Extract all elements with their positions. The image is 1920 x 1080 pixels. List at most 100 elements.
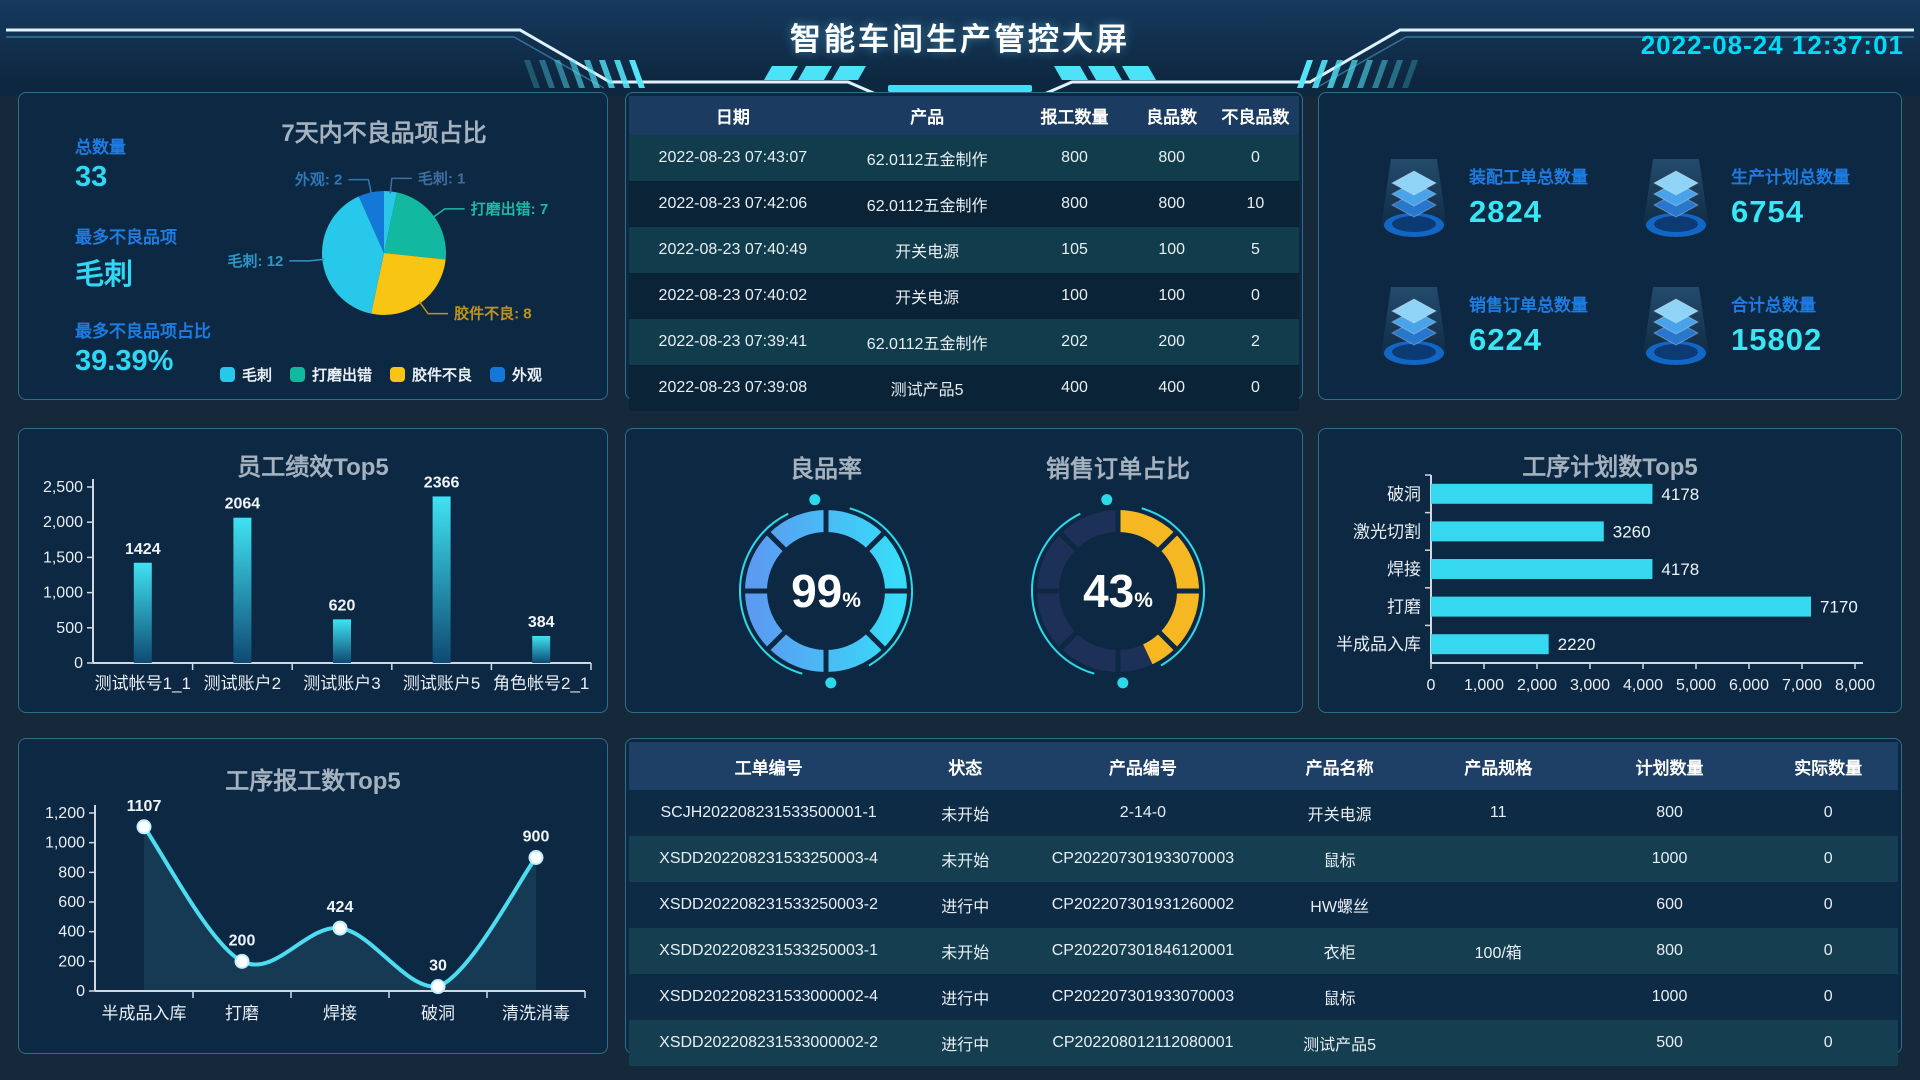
table-cell: 未开始 [941, 853, 990, 870]
legend-item: 打磨出错 [289, 364, 372, 385]
svg-text:1,000: 1,000 [43, 585, 83, 602]
svg-text:30: 30 [429, 958, 447, 975]
table-row: 2022-08-23 07:42:06 62.0112五金制作 800 800 10 [629, 181, 1299, 227]
header-slashes-right [1297, 60, 1418, 88]
svg-text:清洗消毒: 清洗消毒 [502, 1004, 570, 1023]
table-cell: 0 [1823, 1034, 1833, 1051]
panel-staff-performance: 员工绩效Top5 0 500 1,000 1,500 2,000 2,500 1424 测试帐… [18, 428, 608, 713]
svg-text:1,500: 1,500 [43, 549, 83, 566]
panel-stat-cards: 装配工单总数量 2824 生产计划总数量 6754 销售订单总数量 6224 合… [1318, 92, 1902, 400]
svg-text:2,000: 2,000 [43, 514, 83, 531]
table-cell: 开关电源 [895, 290, 960, 307]
legend-swatch [289, 367, 305, 382]
table-cell: CP202207301931260002 [1051, 896, 1235, 913]
column-header: 产品编号 [1022, 742, 1264, 790]
table-cell: 0 [1823, 850, 1833, 867]
panel-report-table: 日期 产品 报工数量 良品数 不良品数 2022-08-23 07:43:07 62.011… [625, 92, 1303, 411]
column-header: 计划数量 [1580, 742, 1759, 790]
table-cell: 1000 [1651, 850, 1688, 867]
table-cell: 10 [1246, 195, 1265, 212]
svg-text:5,000: 5,000 [1676, 677, 1716, 694]
table-cell: 2022-08-23 07:43:07 [658, 149, 808, 166]
table-row: XSDD202208231533000002-2 进行中 CP20220801211… [629, 1020, 1898, 1066]
table-cell: 62.0112五金制作 [866, 336, 988, 353]
svg-text:7,000: 7,000 [1782, 677, 1822, 694]
table-cell [1416, 1020, 1581, 1066]
svg-text:2220: 2220 [1558, 635, 1596, 654]
table-cell: 测试产品5 [890, 382, 964, 399]
table-cell [1416, 836, 1581, 882]
yield-gauge-title: 良品率 [790, 456, 862, 483]
defect-pie-chart: 毛刺: 1 打磨出错: 7 胶件不良: 8 毛刺: 12 外观: 2 [228, 169, 549, 323]
defect-pie-title: 7天内不良品项占比 [281, 120, 487, 147]
svg-text:0: 0 [1427, 677, 1436, 694]
datetime-display: 2022-08-24 12:37:01 [1640, 30, 1904, 60]
table-cell [1416, 974, 1581, 1020]
table-cell: 进行中 [941, 991, 990, 1008]
table-cell: 800 [1061, 195, 1088, 212]
table-cell: 未开始 [941, 807, 990, 824]
table-cell: 800 [1158, 195, 1186, 212]
table-cell: 0 [1823, 942, 1833, 959]
svg-text:4178: 4178 [1661, 560, 1699, 579]
layers-icon [1381, 159, 1447, 237]
svg-text:99%: 99% [791, 565, 861, 617]
stat-card-assembly: 装配工单总数量 2824 [1375, 155, 1588, 245]
svg-text:4,000: 4,000 [1623, 677, 1663, 694]
svg-text:胶件不良: 8: 胶件不良: 8 [454, 305, 532, 323]
table-cell: 鼠标 [1323, 991, 1356, 1008]
stat-card-production-plan: 生产计划总数量 6754 [1637, 155, 1850, 245]
svg-text:500: 500 [56, 620, 83, 637]
table-cell: 100/箱 [1474, 945, 1522, 962]
work-order-table: 工单编号 状态 产品编号 产品名称 产品规格 计划数量 实际数量 SCJH2022082315… [629, 742, 1898, 1066]
table-cell [1416, 882, 1581, 928]
svg-text:620: 620 [329, 597, 356, 614]
svg-text:0: 0 [74, 655, 83, 672]
svg-text:800: 800 [58, 864, 85, 881]
column-header: 产品名称 [1263, 742, 1416, 790]
column-header: 日期 [629, 96, 837, 135]
layers-icon [1643, 287, 1709, 365]
svg-text:激光切割: 激光切割 [1353, 522, 1421, 541]
svg-text:半成品入库: 半成品入库 [102, 1004, 187, 1023]
column-header: 不良品数 [1211, 96, 1299, 135]
table-cell: XSDD202208231533250003-4 [659, 850, 879, 867]
table-row: XSDD202208231533250003-2 进行中 CP20220730193… [629, 882, 1898, 928]
panel-gauges: 良品率 销售订单占比 99% 43% [625, 428, 1303, 713]
report-line-chart: 0 200 400 600 800 1,000 1,200 1107 半成品入库 200 打磨 424… [45, 798, 586, 1023]
table-cell: 2022-08-23 07:39:08 [658, 379, 808, 396]
table-cell: 衣柜 [1323, 945, 1356, 962]
table-cell: 进行中 [941, 899, 990, 916]
table-cell: 100 [1158, 287, 1186, 304]
table-cell: 62.0112五金制作 [866, 152, 988, 169]
column-header: 状态 [908, 742, 1023, 790]
svg-text:6,000: 6,000 [1729, 677, 1769, 694]
panel-work-orders: 工单编号 状态 产品编号 产品名称 产品规格 计划数量 实际数量 SCJH2022082315… [625, 738, 1902, 1066]
panel-process-report: 工序报工数Top5 0 200 400 600 800 1,000 1,200 1107 半成品… [18, 738, 608, 1054]
svg-text:424: 424 [327, 899, 354, 916]
table-row: XSDD202208231533000002-4 进行中 CP20220730193… [629, 974, 1898, 1020]
svg-text:2,500: 2,500 [43, 479, 83, 496]
table-cell: 5 [1250, 241, 1260, 258]
svg-text:3,000: 3,000 [1570, 677, 1610, 694]
table-cell: 100 [1158, 241, 1186, 258]
plan-hbar-chart: 0 1,000 2,000 3,000 4,000 5,000 6,000 7,000 8,00… [1336, 474, 1875, 694]
table-row: 2022-08-23 07:39:08 测试产品5 400 400 0 [629, 365, 1299, 411]
report-line-title: 工序报工数Top5 [225, 768, 401, 795]
header-center-segments-left [764, 66, 866, 80]
stat-card-sales-order: 销售订单总数量 6224 [1375, 283, 1588, 373]
report-table: 日期 产品 报工数量 良品数 不良品数 2022-08-23 07:43:07 62.011… [629, 96, 1299, 411]
table-cell: XSDD202208231533250003-2 [659, 896, 879, 913]
table-cell: 800 [1656, 804, 1683, 821]
staff-bar-chart: 0 500 1,000 1,500 2,000 2,500 1424 测试帐号1_1 2064 测… [43, 474, 592, 693]
table-cell: 62.0112五金制作 [866, 198, 988, 215]
header-banner: 智能车间生产管控大屏 2022-08-24 12:37:01 [0, 0, 1920, 96]
svg-text:毛刺: 12: 毛刺: 12 [228, 252, 284, 270]
layers-icon [1643, 159, 1709, 237]
plan-hbar-title: 工序计划数Top5 [1522, 454, 1698, 481]
svg-text:43%: 43% [1083, 565, 1153, 617]
svg-text:600: 600 [58, 894, 85, 911]
table-cell: 200 [1158, 333, 1186, 350]
table-row: XSDD202208231533250003-1 未开始 CP20220730184… [629, 928, 1898, 974]
table-cell: XSDD202208231533250003-1 [659, 942, 879, 959]
